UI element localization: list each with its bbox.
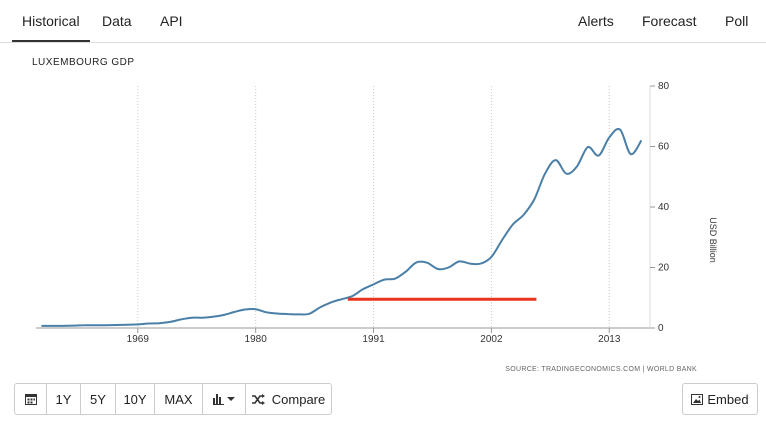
x-tick-label: 2002 bbox=[480, 334, 503, 345]
tab-bar: Historical Data API Alerts Forecast Poll bbox=[0, 0, 766, 43]
tab-historical[interactable]: Historical bbox=[12, 0, 90, 42]
gdp-chart: LUXEMBOURG GDP 1969 1980 1991 2002 2013 0 20 4… bbox=[32, 57, 718, 373]
bar-chart-icon bbox=[213, 393, 224, 405]
y-tick-label: 40 bbox=[658, 202, 670, 213]
chevron-down-icon bbox=[227, 397, 235, 401]
embed-button[interactable]: Embed bbox=[682, 383, 758, 415]
x-tick-label: 1969 bbox=[127, 334, 150, 345]
range-10y-button[interactable]: 10Y bbox=[115, 383, 155, 415]
chart-toolbar: 1Y 5Y 10Y MAX Compare bbox=[14, 383, 332, 415]
tab-poll[interactable]: Poll bbox=[725, 13, 749, 29]
x-tick-label: 1980 bbox=[245, 334, 268, 345]
x-axis: 1969 1980 1991 2002 2013 bbox=[127, 328, 621, 345]
range-max-button[interactable]: MAX bbox=[154, 383, 203, 415]
compare-button[interactable]: Compare bbox=[245, 383, 332, 415]
y-axis: 0 20 40 60 80 bbox=[650, 81, 670, 334]
source-note: SOURCE: TRADINGECONOMICS.COM | WORLD BAN… bbox=[505, 366, 697, 373]
embed-label: Embed bbox=[707, 391, 749, 407]
range-1y-button[interactable]: 1Y bbox=[46, 383, 81, 415]
chart-title: LUXEMBOURG GDP bbox=[32, 57, 135, 68]
x-tick-label: 1991 bbox=[362, 334, 385, 345]
compare-label: Compare bbox=[271, 391, 326, 407]
tab-data[interactable]: Data bbox=[102, 13, 132, 29]
calendar-icon bbox=[24, 393, 37, 405]
tab-forecast[interactable]: Forecast bbox=[642, 13, 697, 29]
y-tick-label: 0 bbox=[658, 323, 664, 334]
gdp-series-line bbox=[41, 127, 643, 327]
x-tick-label: 2013 bbox=[598, 334, 621, 345]
y-axis-label: USD Billion bbox=[708, 217, 718, 263]
tab-api[interactable]: API bbox=[160, 13, 183, 29]
image-icon bbox=[691, 393, 704, 405]
range-5y-button[interactable]: 5Y bbox=[80, 383, 116, 415]
y-tick-label: 60 bbox=[658, 142, 670, 153]
tab-alerts[interactable]: Alerts bbox=[578, 13, 614, 29]
chart-grid bbox=[36, 86, 651, 329]
chart-type-button[interactable] bbox=[202, 383, 246, 415]
calendar-button[interactable] bbox=[14, 383, 47, 415]
shuffle-icon bbox=[251, 393, 266, 405]
y-tick-label: 20 bbox=[658, 263, 670, 274]
y-tick-label: 80 bbox=[658, 81, 670, 92]
